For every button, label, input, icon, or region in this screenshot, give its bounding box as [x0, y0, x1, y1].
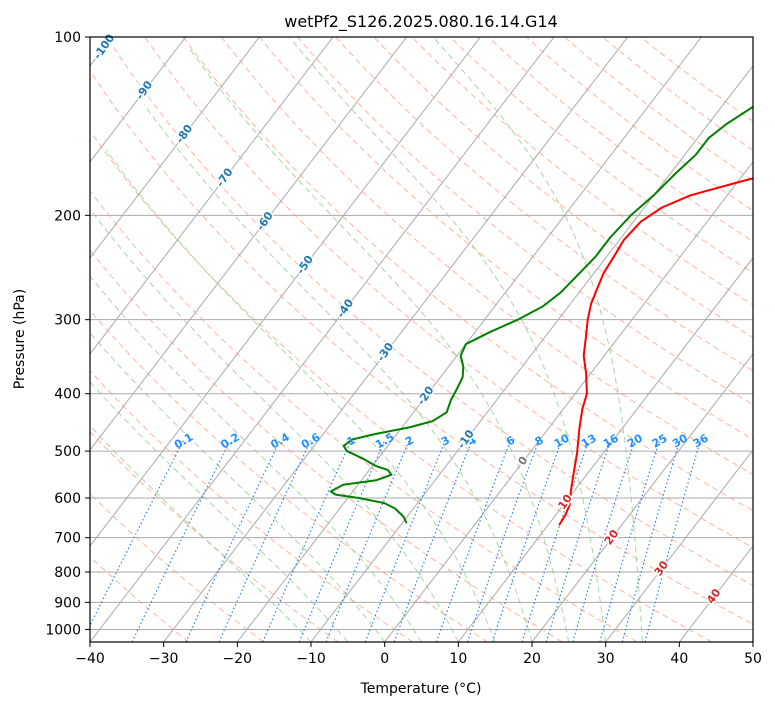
- x-tick-label: 50: [744, 651, 762, 667]
- y-tick-label: 800: [54, 565, 81, 581]
- chart-title: wetPf2_S126.2025.080.16.14.G14: [284, 12, 558, 32]
- y-tick-label: 600: [54, 491, 81, 507]
- y-tick-label: 900: [54, 595, 81, 611]
- isotherm-line: [753, 37, 775, 642]
- y-tick-label: 500: [54, 444, 81, 460]
- y-tick-label: 100: [54, 30, 81, 46]
- y-axis-label: Pressure (hPa): [12, 289, 28, 389]
- x-axis-label: Temperature (°C): [360, 681, 482, 697]
- x-tick-label: 20: [523, 651, 541, 667]
- y-tick-label: 400: [54, 387, 81, 403]
- x-tick-label: −20: [223, 651, 253, 667]
- y-tick-label: 300: [54, 313, 81, 329]
- x-tick-label: 40: [670, 651, 688, 667]
- y-tick-label: 200: [54, 208, 81, 224]
- x-tick-label: −40: [75, 651, 105, 667]
- x-tick-label: 0: [380, 651, 389, 667]
- x-tick-label: −10: [296, 651, 326, 667]
- x-tick-label: 10: [449, 651, 467, 667]
- x-tick-label: −30: [149, 651, 179, 667]
- x-tick-label: 30: [597, 651, 615, 667]
- y-tick-label: 700: [54, 531, 81, 547]
- y-tick-label: 1000: [45, 622, 81, 638]
